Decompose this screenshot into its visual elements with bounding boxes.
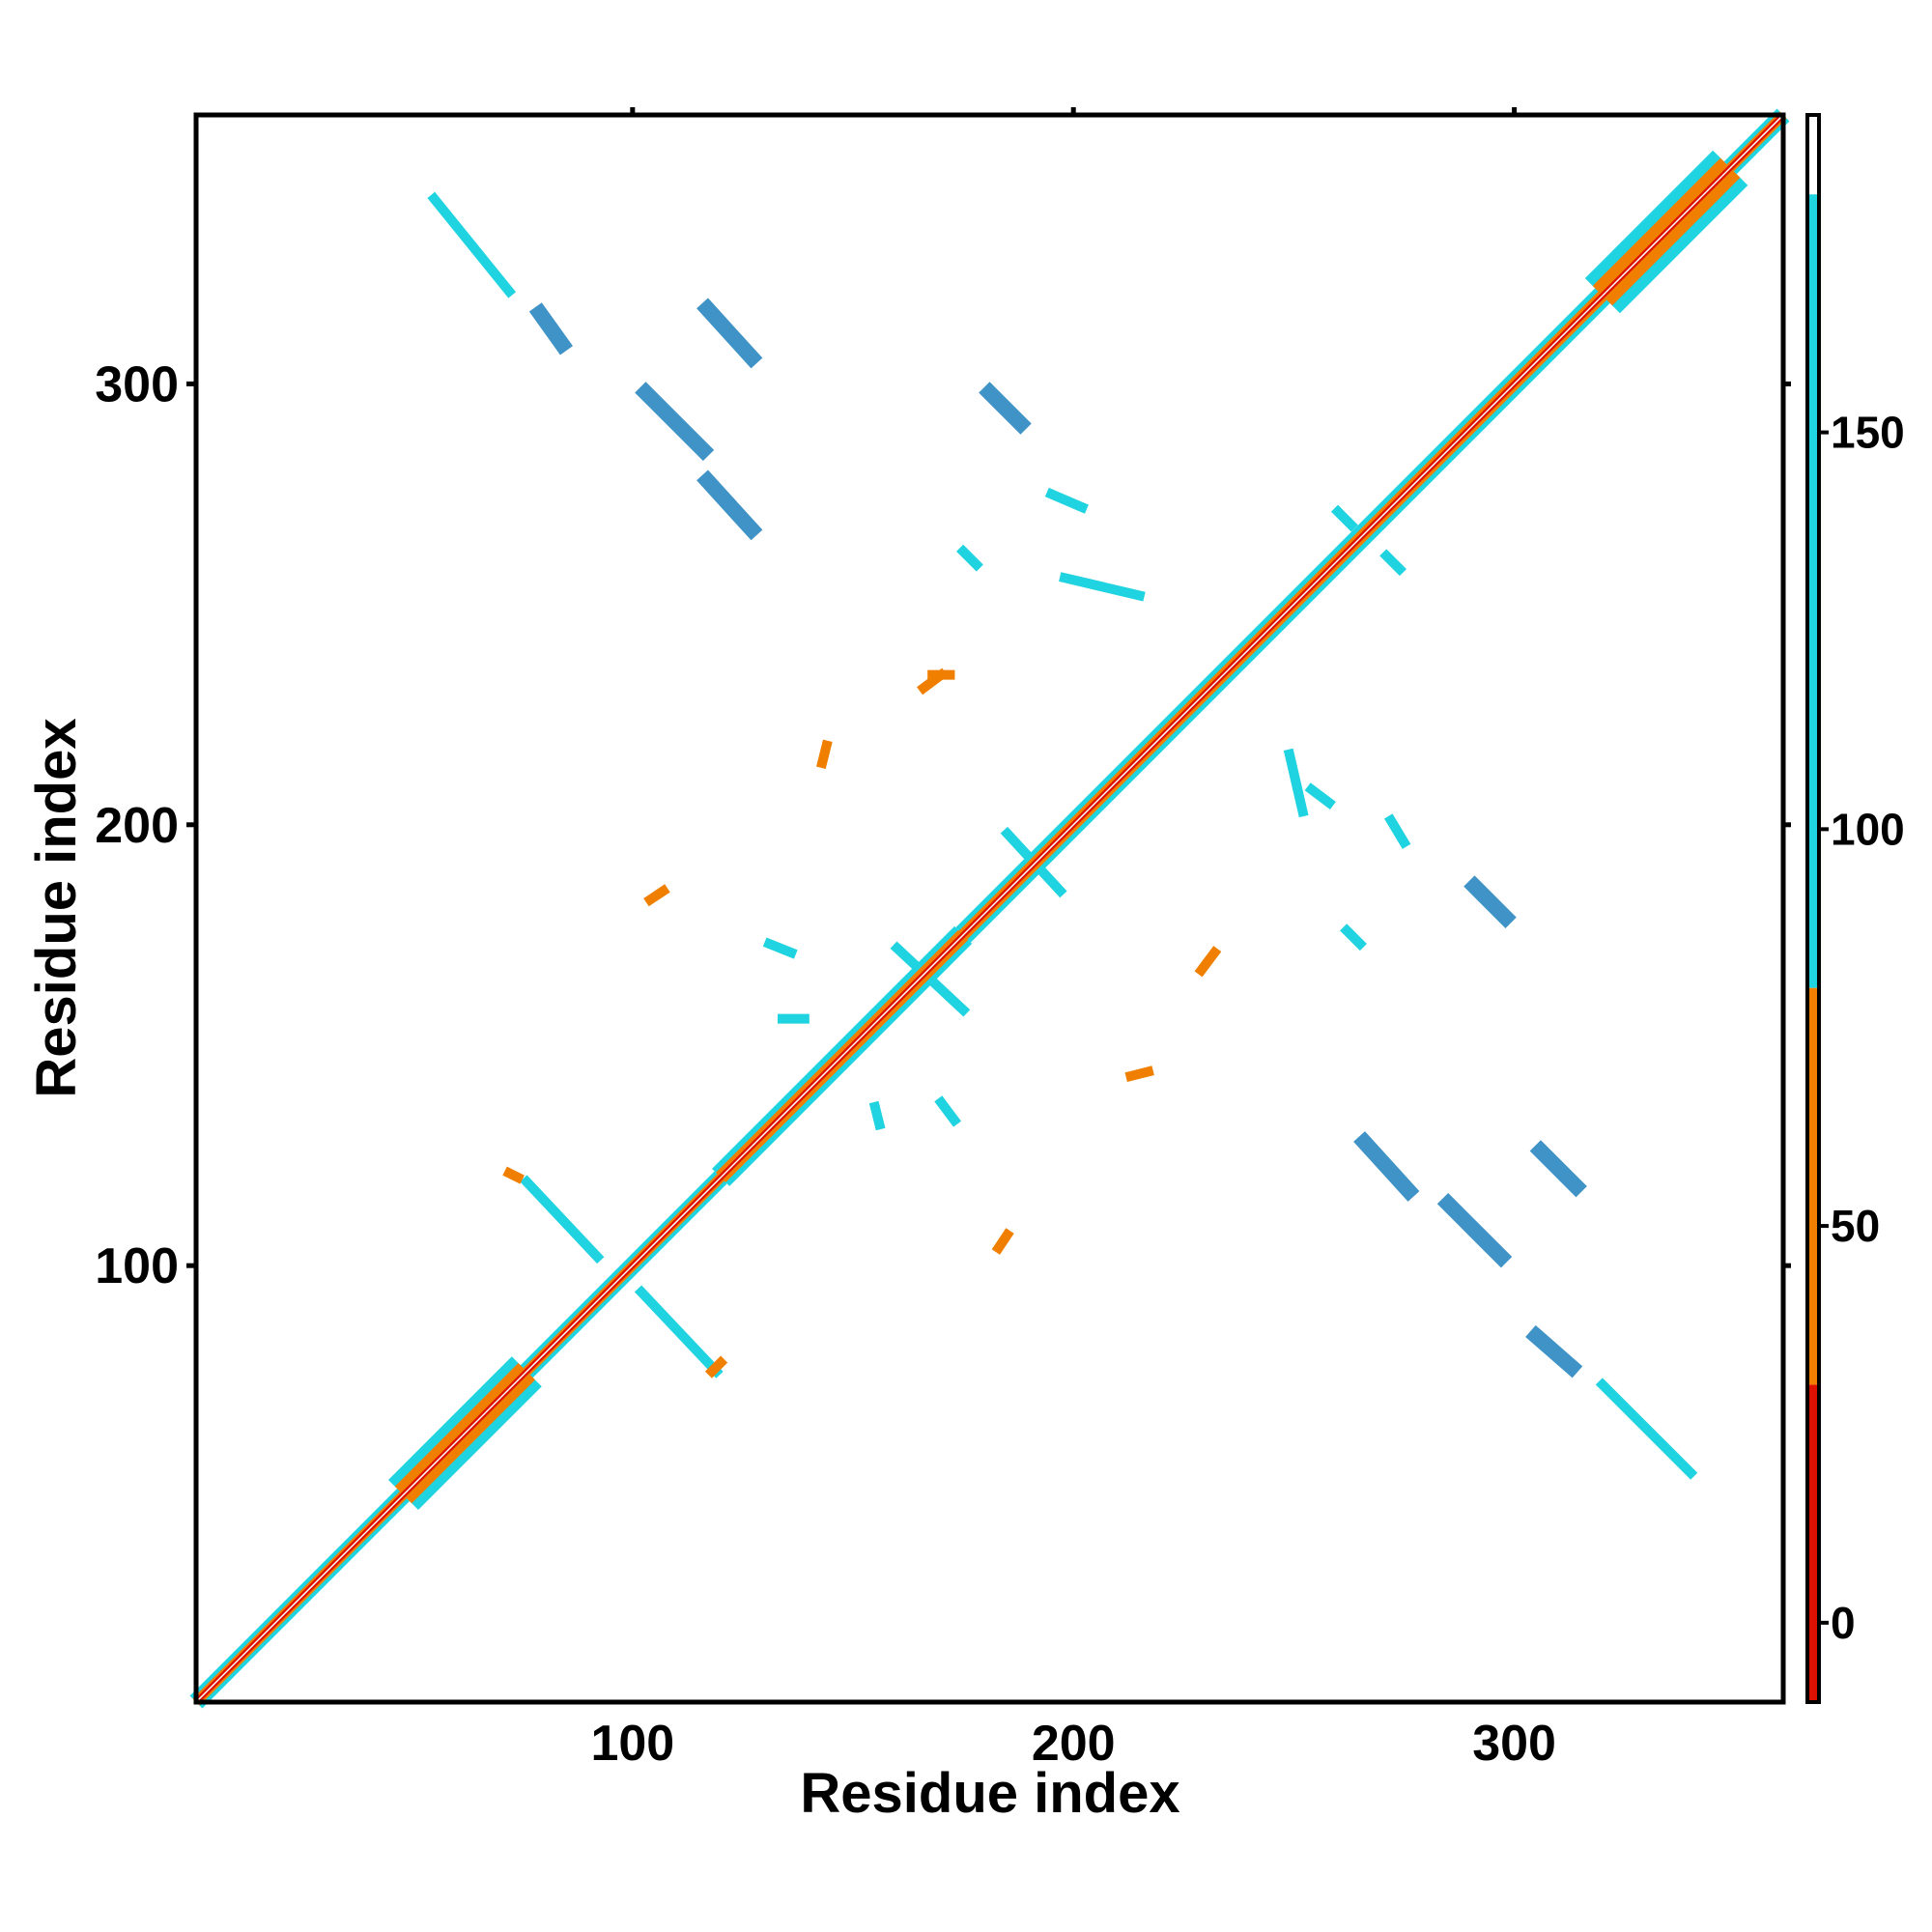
contact-1 xyxy=(528,302,573,355)
colorbar-segment-4 xyxy=(1807,115,1819,195)
contact-34 xyxy=(1379,549,1407,577)
contact-24 xyxy=(1383,813,1411,849)
contact-10 xyxy=(1353,1131,1420,1202)
colorbar-tick-label-100: 100 xyxy=(1831,804,1905,854)
contact-38 xyxy=(704,1355,728,1378)
contact-31 xyxy=(934,1095,961,1127)
contact-20 xyxy=(1124,1065,1154,1082)
contact-29 xyxy=(762,937,798,959)
x-axis: 100 200 300 xyxy=(590,107,1556,1772)
contact-2 xyxy=(696,298,763,369)
contact-5 xyxy=(979,382,1032,435)
contact-13 xyxy=(1525,1324,1583,1378)
contact-19 xyxy=(1194,946,1222,978)
contact-30 xyxy=(868,1100,886,1131)
contact-15 xyxy=(520,1175,605,1264)
y-tick-label-100: 100 xyxy=(95,1238,179,1294)
contact-32 xyxy=(1340,923,1367,952)
y-axis: 100 200 300 xyxy=(95,356,1791,1294)
contact-6 xyxy=(427,191,517,298)
plot-frame xyxy=(193,112,1786,1705)
y-axis-title: Residue index xyxy=(25,718,88,1097)
y-tick-label-300: 300 xyxy=(95,356,179,412)
colorbar-segment-2 xyxy=(1807,987,1819,1385)
x-tick-label-100: 100 xyxy=(590,1716,674,1772)
contact-23 xyxy=(1044,487,1089,514)
contact-11 xyxy=(1529,1140,1587,1198)
contact-27 xyxy=(956,544,983,572)
contact-35 xyxy=(1304,782,1336,810)
colorbar-tick-label-150: 150 xyxy=(1831,408,1905,458)
contact-16 xyxy=(634,1285,724,1378)
contact-14 xyxy=(1595,1378,1698,1480)
x-tick-label-200: 200 xyxy=(1032,1716,1116,1772)
diagonal-layer xyxy=(189,108,1790,1709)
contact-25 xyxy=(1283,748,1309,818)
contact-26 xyxy=(1059,572,1146,602)
contact-3 xyxy=(635,382,715,462)
contact-12 xyxy=(1436,1192,1513,1268)
contact-4 xyxy=(696,469,763,541)
colorbar-tick-label-0: 0 xyxy=(1831,1598,1856,1648)
contact-21 xyxy=(991,1228,1014,1255)
colorbar-frame xyxy=(1805,113,1821,1704)
contact-18 xyxy=(816,739,833,769)
x-axis-title: Residue index xyxy=(800,1762,1179,1825)
contact-22 xyxy=(643,884,670,907)
contact-9 xyxy=(1463,875,1517,928)
x-tick-label-300: 300 xyxy=(1472,1716,1556,1772)
diagonal-center xyxy=(195,114,1784,1703)
colorbar-segment-1 xyxy=(1807,1384,1819,1702)
contact-33 xyxy=(1330,504,1358,532)
colorbar-segment-3 xyxy=(1807,194,1819,988)
contact-37 xyxy=(502,1166,525,1184)
colorbar-tick-label-50: 50 xyxy=(1831,1201,1880,1251)
contacts-layer xyxy=(427,191,1698,1480)
colorbar: 0 50 100 150 xyxy=(1805,113,1905,1704)
y-tick-label-200: 200 xyxy=(95,798,179,854)
